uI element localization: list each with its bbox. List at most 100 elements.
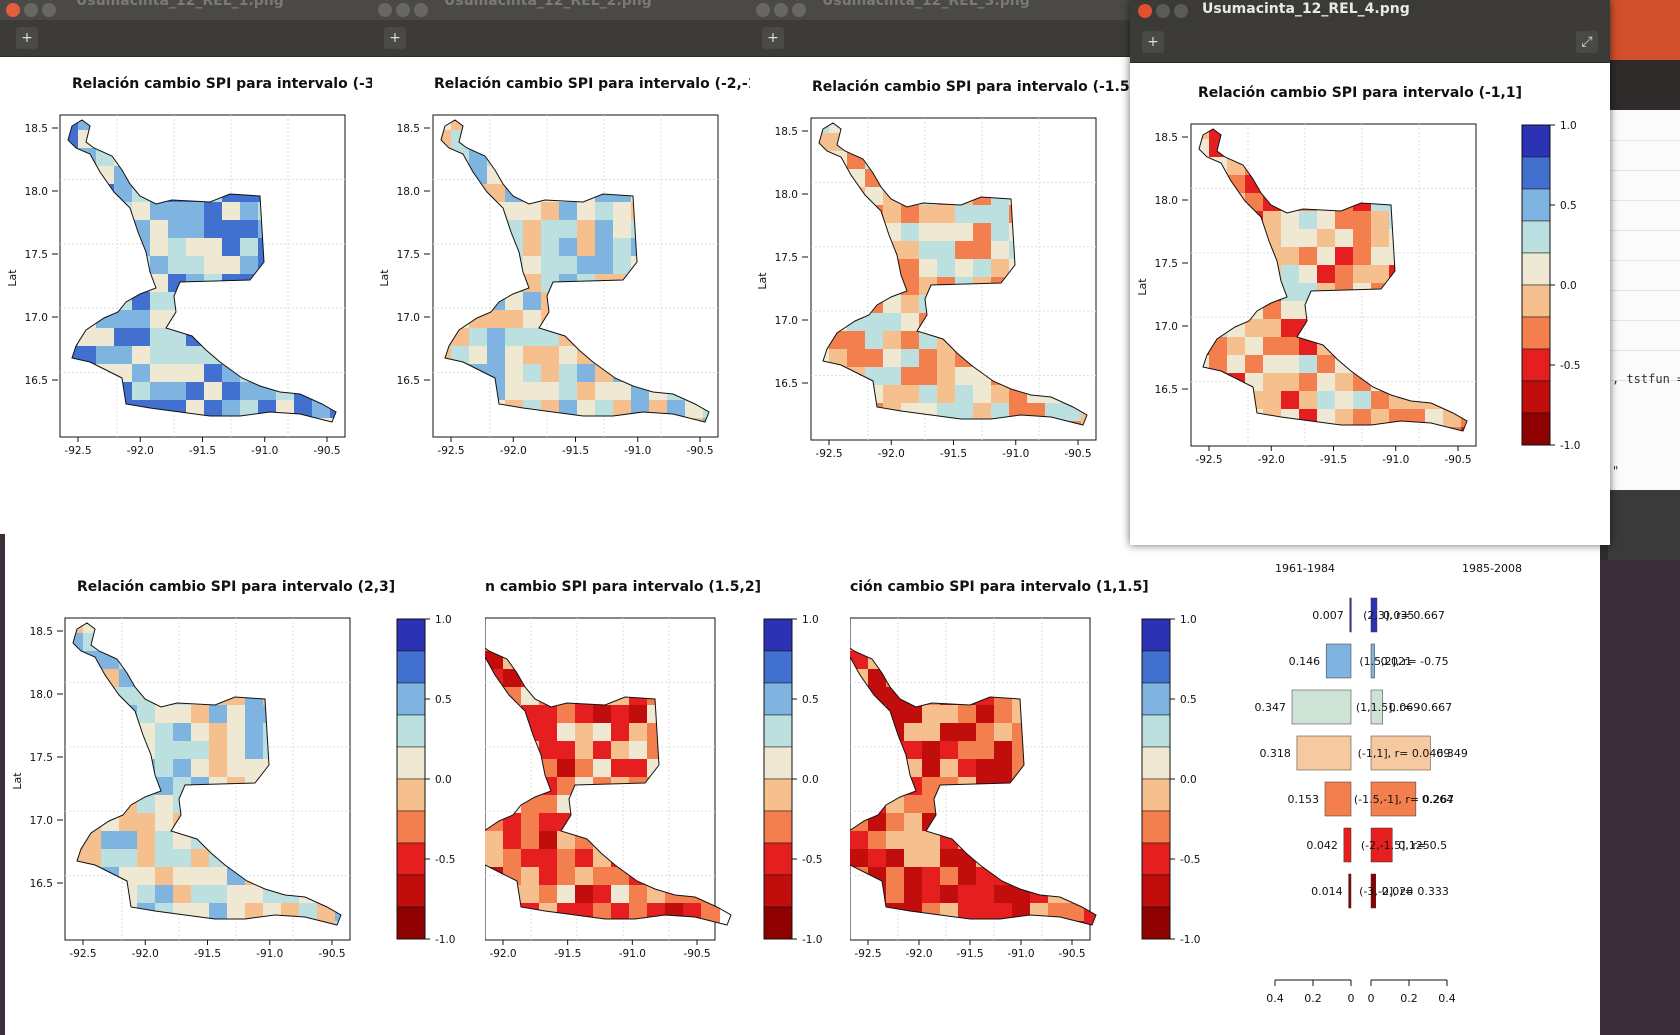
legend-swatch xyxy=(1141,682,1171,716)
title-bar[interactable]: Usumacinta_12_REL_3.png xyxy=(750,0,1130,20)
contour-cell xyxy=(119,849,138,868)
contour-cell xyxy=(611,705,630,724)
contour-cell xyxy=(155,795,174,814)
contour-cell xyxy=(575,759,594,778)
contour-cell xyxy=(168,220,187,239)
contour-cell xyxy=(593,705,612,724)
contour-cell xyxy=(593,867,612,886)
plot-title: ción cambio SPI para intervalo (1,1.5] xyxy=(850,579,1149,595)
contour-cell xyxy=(521,831,540,850)
contour-cell xyxy=(575,867,594,886)
minimize-icon[interactable] xyxy=(396,3,410,17)
contour-cell xyxy=(469,346,488,365)
contour-cell xyxy=(701,903,720,922)
contour-cell xyxy=(1281,265,1300,284)
contour-cell xyxy=(595,202,614,221)
bar-value-right: 0.264 xyxy=(1422,793,1454,806)
contour-cell xyxy=(976,759,995,778)
contour-cell xyxy=(937,205,956,224)
contour-cell xyxy=(901,295,920,314)
contour-cell xyxy=(1353,211,1372,230)
maximize-icon[interactable] xyxy=(792,3,806,17)
x-tick-label: -91.5 xyxy=(940,448,967,460)
contour-cell xyxy=(541,202,560,221)
close-icon[interactable] xyxy=(1138,4,1152,18)
add-icon[interactable]: + xyxy=(16,27,38,49)
contour-cell xyxy=(1317,373,1336,392)
contour-cell xyxy=(1353,391,1372,410)
add-icon[interactable]: + xyxy=(762,27,784,49)
legend-swatch xyxy=(1141,746,1171,780)
contour-cell xyxy=(886,867,905,886)
contour-cell xyxy=(209,741,228,760)
contour-cell xyxy=(68,130,79,149)
minimize-icon[interactable] xyxy=(774,3,788,17)
title-bar[interactable]: Usumacinta_12_REL_2.png xyxy=(372,0,750,20)
contour-cell xyxy=(150,328,169,347)
contour-cell xyxy=(168,256,187,275)
contour-cell xyxy=(191,705,210,724)
contour-cell xyxy=(150,292,169,311)
contour-cell xyxy=(649,436,668,455)
contour-cell xyxy=(137,795,156,814)
add-icon[interactable]: + xyxy=(384,27,406,49)
contour-cell xyxy=(575,885,594,904)
minimize-icon[interactable] xyxy=(1156,4,1170,18)
contour-cell xyxy=(168,382,187,401)
contour-cell xyxy=(173,759,192,778)
contour-cell xyxy=(469,328,488,347)
close-icon[interactable] xyxy=(6,3,20,17)
contour-cell xyxy=(1371,265,1390,284)
close-icon[interactable] xyxy=(756,3,770,17)
contour-cell xyxy=(227,723,246,742)
contour-cell xyxy=(904,867,923,886)
contour-cell xyxy=(994,705,1013,724)
add-icon[interactable]: + xyxy=(1142,31,1164,53)
legend-swatch xyxy=(1141,906,1171,940)
contour-cell xyxy=(281,939,300,958)
category-label: (-1.5,-1], r= 0.267 xyxy=(1354,793,1454,806)
contour-cell xyxy=(1245,337,1264,356)
contour-cell xyxy=(958,903,977,922)
contour-cell xyxy=(593,939,612,958)
title-bar[interactable]: Usumacinta_12_REL_1.png xyxy=(0,0,372,20)
contour-cell xyxy=(955,259,974,278)
legend-tick-label: -0.5 xyxy=(1560,360,1581,372)
fullscreen-icon[interactable]: ⤢ xyxy=(1576,31,1598,53)
contour-cell xyxy=(940,705,959,724)
legend-tick-label: 0.5 xyxy=(435,694,452,706)
legend-swatch xyxy=(763,778,793,812)
contour-cell xyxy=(68,346,79,365)
x-tick-label: -92.0 xyxy=(132,948,159,960)
title-bar[interactable]: Usumacinta_12_REL_4.png xyxy=(1130,0,1610,22)
y-tick-label: 18.0 xyxy=(775,189,798,201)
right-axis-tick-label: 0.2 xyxy=(1400,992,1418,1005)
contour-cell xyxy=(886,939,905,958)
contour-cell xyxy=(83,623,102,634)
bar-right xyxy=(1370,781,1417,817)
contour-cell xyxy=(1299,445,1318,464)
code-text: , tstfun = xyxy=(1612,372,1680,386)
contour-cell xyxy=(1335,247,1354,266)
contour-cell xyxy=(191,741,210,760)
contour-cell xyxy=(1263,319,1282,338)
contour-cell xyxy=(155,867,174,886)
contour-cell xyxy=(150,256,169,275)
close-icon[interactable] xyxy=(378,3,392,17)
x-tick-label: -91.5 xyxy=(194,948,221,960)
maximize-icon[interactable] xyxy=(414,3,428,17)
maximize-icon[interactable] xyxy=(1174,4,1188,18)
contour-cell xyxy=(901,385,920,404)
legend-tick-label: 0.5 xyxy=(1180,694,1197,706)
contour-cell xyxy=(114,310,133,329)
contour-cell xyxy=(919,385,938,404)
maximize-icon[interactable] xyxy=(42,3,56,17)
contour-cell xyxy=(240,220,259,239)
contour-cell xyxy=(485,831,504,850)
window-toolbar: + xyxy=(0,20,372,57)
contour-cell xyxy=(559,256,578,275)
contour-cell xyxy=(505,346,524,365)
contour-cell xyxy=(865,313,884,332)
minimize-icon[interactable] xyxy=(24,3,38,17)
contour-cell xyxy=(1281,319,1300,338)
